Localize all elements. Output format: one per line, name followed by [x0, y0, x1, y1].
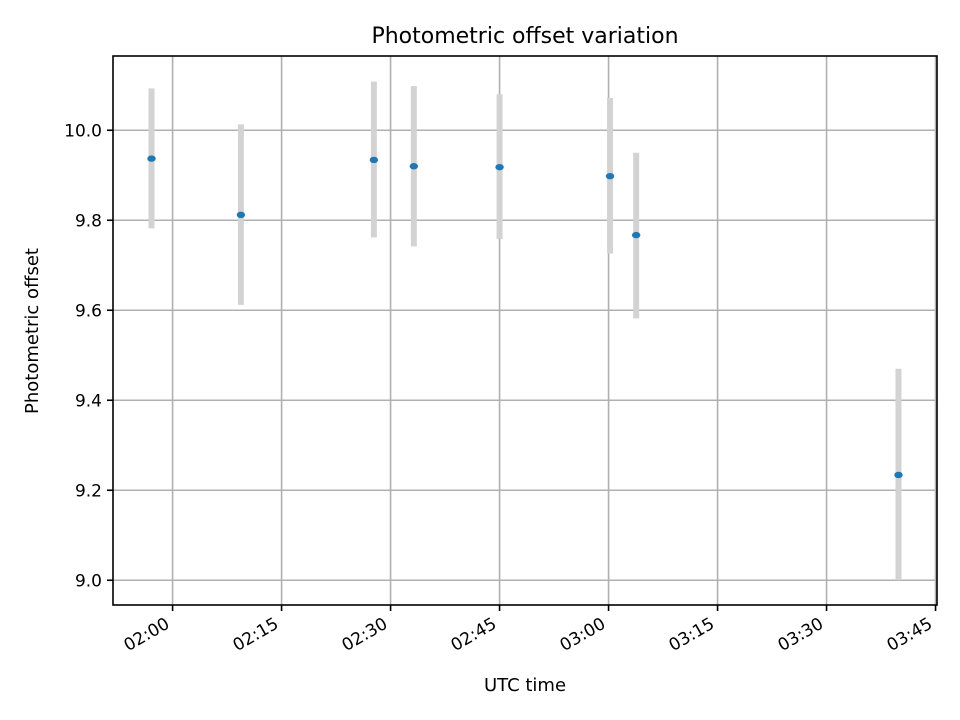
x-tick-label: 03:45: [884, 614, 936, 656]
x-axis: 02:00 02:15 02:30 02:45 03:00 03:15 03:30 03:45: [121, 605, 937, 656]
grid: [113, 56, 937, 605]
data-point: [605, 172, 615, 180]
y-tick-label: 9.6: [75, 301, 102, 321]
data-point: [894, 471, 903, 479]
data-point: [409, 163, 419, 170]
x-tick-label: 02:00: [121, 614, 173, 656]
x-tick-label: 02:15: [230, 614, 282, 656]
y-axis-label: Photometric offset: [22, 248, 43, 414]
x-tick-label: 02:45: [448, 614, 500, 656]
data-point: [147, 155, 156, 162]
y-tick-label: 10.0: [64, 121, 102, 141]
x-tick-label: 03:15: [666, 614, 718, 656]
error-bars: [148, 81, 902, 581]
data-point: [236, 211, 246, 219]
data-point: [369, 156, 379, 164]
y-tick-label: 9.8: [75, 211, 102, 231]
data-point: [495, 163, 504, 171]
x-tick-label: 03:30: [775, 614, 827, 656]
x-axis-label: UTC time: [484, 675, 566, 696]
plot-frame: [112, 55, 938, 606]
y-axis: 9.0 9.2 9.4 9.6 9.8 10.0: [64, 121, 113, 591]
data-points: [147, 155, 903, 479]
chart-title: Photometric offset variation: [371, 24, 678, 49]
data-point: [631, 231, 641, 239]
x-tick-label: 03:00: [557, 614, 609, 656]
y-tick-label: 9.4: [75, 391, 102, 411]
y-tick-label: 9.2: [75, 481, 102, 501]
x-tick-label: 02:30: [339, 614, 391, 656]
y-tick-label: 9.0: [75, 571, 102, 591]
